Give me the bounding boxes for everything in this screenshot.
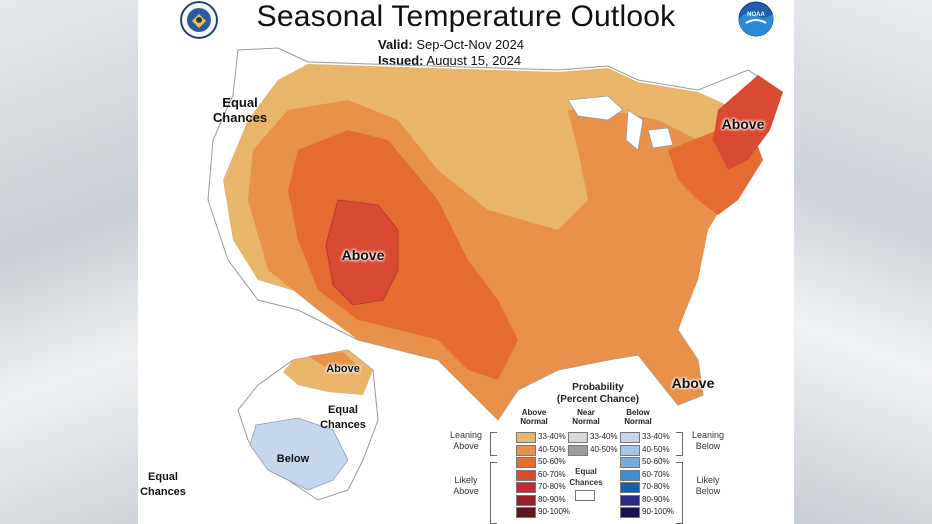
- great-lakes: [567, 95, 674, 151]
- legend-below-label-0: 33-40%: [642, 432, 670, 441]
- noaa-logo-icon: NOAA: [738, 1, 774, 37]
- legend-col-near: Near Normal: [572, 408, 600, 426]
- issued-value: August 15, 2024: [426, 53, 522, 68]
- legend-below-label-6: 90-100%: [642, 507, 675, 516]
- legend-above-label-1: 40-50%: [538, 444, 566, 454]
- legend-below-label-2: 50-60%: [642, 457, 670, 466]
- page-title: Seasonal Temperature Outlook: [256, 0, 676, 33]
- zone-60-70-sw: [325, 199, 399, 306]
- bracket-leaning-above: [490, 432, 497, 456]
- bracket-likely-below: [676, 462, 683, 524]
- background-right: [794, 0, 932, 524]
- legend-leaning-below: Leaning Below: [691, 430, 725, 451]
- legend-above-swatch-6: [516, 507, 536, 518]
- svg-text:NOAA: NOAA: [747, 12, 765, 18]
- legend-below-swatch-3: [620, 469, 640, 481]
- legend-above-swatch-0: [516, 432, 536, 443]
- label-equal-chances-west: Equal Chances: [212, 95, 268, 125]
- legend-above-label-3: 60-70%: [538, 469, 566, 479]
- legend-below-swatch-5: [620, 494, 640, 506]
- legend-below-swatch-2: [620, 457, 640, 468]
- legend-leaning-above: Leaning Above: [449, 430, 483, 451]
- legend-equal-chances: Equal Chances: [569, 467, 603, 487]
- outlook-map: [207, 47, 783, 501]
- label-equal-chances-corner: Equal Chances: [140, 471, 186, 498]
- legend-below-swatch-6: [620, 507, 640, 518]
- legend-above-swatch-3: [516, 469, 536, 481]
- legend-above-label-5: 80-90%: [538, 494, 566, 504]
- legend-below-swatch-4: [620, 482, 640, 493]
- label-above-southwest: Above: [341, 247, 385, 263]
- legend-above-swatch-2: [516, 457, 536, 468]
- valid-line: Valid: Sep-Oct-Nov 2024: [378, 37, 524, 52]
- legend-likely-above: Likely Above: [453, 475, 479, 496]
- legend-near-swatch-1: [568, 444, 588, 456]
- alaska-below-zone: [249, 417, 349, 491]
- legend-below-label-1: 40-50%: [642, 444, 670, 454]
- zone-50-60-sw: [288, 130, 518, 380]
- probability-legend: Probability (Percent Chance) Above Norma…: [438, 380, 738, 524]
- legend-above-label-4: 70-80%: [538, 482, 566, 491]
- valid-label: Valid:: [378, 37, 413, 52]
- zone-60-70-ne: [713, 75, 783, 170]
- legend-below-label-5: 80-90%: [642, 494, 670, 504]
- legend-col-above: Above Normal: [520, 408, 548, 426]
- legend-likely-below: Likely Below: [695, 475, 721, 496]
- label-equal-chances-alaska: Equal Chances: [320, 404, 366, 431]
- legend-above-label-0: 33-40%: [538, 432, 566, 441]
- legend-above-swatch-1: [516, 444, 536, 456]
- legend-title: Probability (Percent Chance): [498, 382, 698, 406]
- legend-below-swatch-1: [620, 444, 640, 456]
- legend-equal-chances-swatch: [575, 490, 595, 501]
- outlook-panel: NOAA Seasonal Temperature Outlook Valid:…: [138, 0, 794, 524]
- commerce-seal-icon: [180, 1, 218, 39]
- legend-above-swatch-5: [516, 494, 536, 506]
- legend-above-label-2: 50-60%: [538, 457, 566, 466]
- label-below-alaska: Below: [276, 453, 310, 465]
- background-left: [0, 0, 138, 524]
- legend-above-label-6: 90-100%: [538, 507, 571, 516]
- legend-title-line1: Probability: [572, 382, 624, 393]
- bracket-likely-above: [490, 462, 497, 524]
- alaska-above-core: [308, 352, 360, 372]
- bracket-leaning-below: [676, 432, 683, 456]
- legend-below-label-3: 60-70%: [642, 469, 670, 479]
- label-above-northeast: Above: [721, 116, 765, 132]
- legend-near-label-1: 40-50%: [590, 444, 618, 454]
- legend-above-swatch-4: [516, 482, 536, 493]
- legend-near-label-0: 33-40%: [590, 432, 618, 441]
- label-above-alaska: Above: [326, 363, 360, 375]
- legend-below-swatch-0: [620, 432, 640, 443]
- legend-near-swatch-0: [568, 432, 588, 443]
- valid-value: Sep-Oct-Nov 2024: [416, 37, 524, 52]
- legend-title-line2: (Percent Chance): [556, 394, 640, 405]
- legend-col-below: Below Normal: [624, 408, 652, 426]
- legend-below-label-4: 70-80%: [642, 482, 670, 491]
- label-above-florida: Above: [671, 375, 715, 391]
